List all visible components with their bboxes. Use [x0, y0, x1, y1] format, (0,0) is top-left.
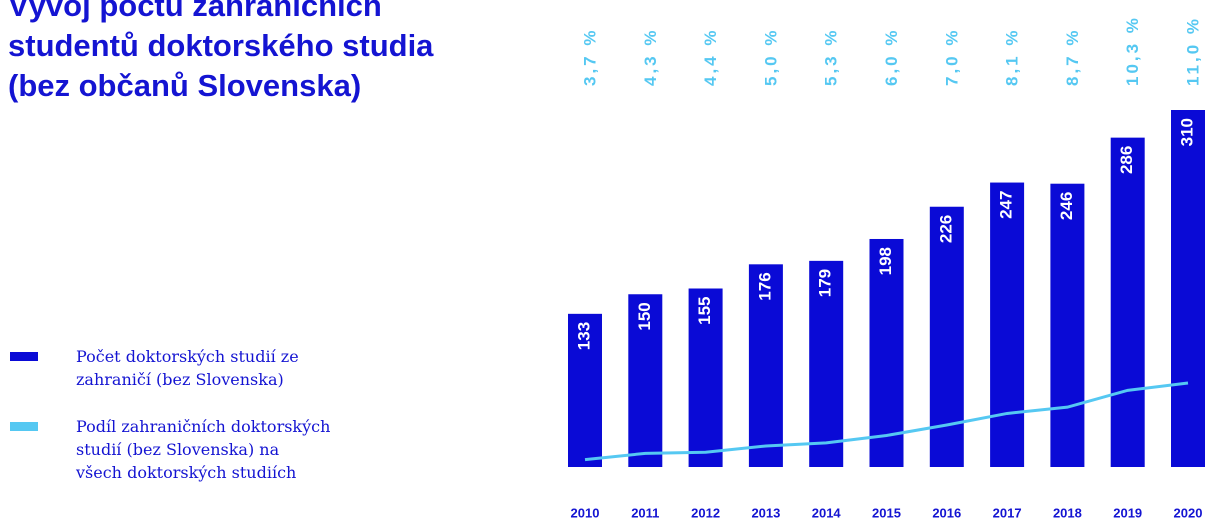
bar	[568, 313, 602, 467]
legend-label: Počet doktorských studií ze zahraničí (be…	[76, 347, 299, 389]
bar-value-label: 247	[997, 191, 1016, 219]
bar-value-label: 198	[876, 247, 895, 275]
bar-value-label: 286	[1117, 146, 1136, 174]
bar-value-label: 155	[695, 297, 714, 325]
bar	[809, 260, 844, 467]
bar-value-label: 133	[574, 322, 593, 350]
x-tick-label: 2012	[691, 505, 720, 520]
percent-label: 8,7 %	[1063, 28, 1082, 86]
bar	[688, 288, 723, 467]
percent-label: 10,3 %	[1123, 15, 1142, 86]
bar	[748, 264, 783, 467]
legend-label: Podíl zahraničních doktorských studií (be…	[75, 417, 330, 482]
legend: Počet doktorských studií ze zahraničí (be…	[10, 347, 330, 482]
bar	[990, 182, 1025, 467]
legend-swatch	[10, 352, 38, 361]
x-tick-label: 2020	[1174, 505, 1203, 520]
bar-value-label: 150	[635, 302, 654, 330]
percent-label: 11,0 %	[1183, 16, 1202, 86]
bar-value-label: 226	[936, 215, 955, 243]
x-tick-label: 2017	[993, 505, 1022, 520]
line	[584, 381, 1189, 462]
percent-label: 6,0 %	[882, 28, 901, 86]
percent-label: 4,3 %	[641, 28, 660, 86]
bar	[1110, 137, 1145, 467]
percent-label: 3,7 %	[580, 28, 599, 86]
bar	[628, 294, 663, 467]
x-tick-label: 2013	[751, 505, 780, 520]
percent-label: 7,0 %	[942, 28, 961, 86]
x-tick-label: 2015	[872, 505, 901, 520]
chart-title: Vývoj počtu zahraničních studentů doktors…	[8, 0, 434, 103]
percent-label: 5,3 %	[822, 28, 841, 86]
percent-label: 8,1 %	[1003, 28, 1022, 86]
x-tick-label: 2018	[1053, 505, 1082, 520]
bar-value-label: 176	[755, 272, 774, 300]
bar	[869, 238, 904, 467]
bar-value-label: 179	[816, 269, 835, 297]
x-tick-label: 2016	[932, 505, 961, 520]
x-tick-label: 2014	[812, 505, 842, 520]
bar	[1050, 183, 1085, 467]
bar-value-label: 246	[1057, 192, 1076, 220]
x-tick-label: 2019	[1113, 505, 1142, 520]
bar-value-label: 310	[1177, 118, 1196, 146]
chart-title: Vývoj počtu zahraničních studentů doktors…	[8, 0, 434, 103]
bar	[1171, 110, 1205, 467]
percent-label: 5,0 %	[761, 28, 780, 86]
legend-swatch	[10, 422, 38, 431]
x-tick-label: 2011	[631, 505, 659, 520]
percent-label: 4,4 %	[701, 28, 720, 86]
x-tick-label: 2010	[571, 505, 600, 520]
